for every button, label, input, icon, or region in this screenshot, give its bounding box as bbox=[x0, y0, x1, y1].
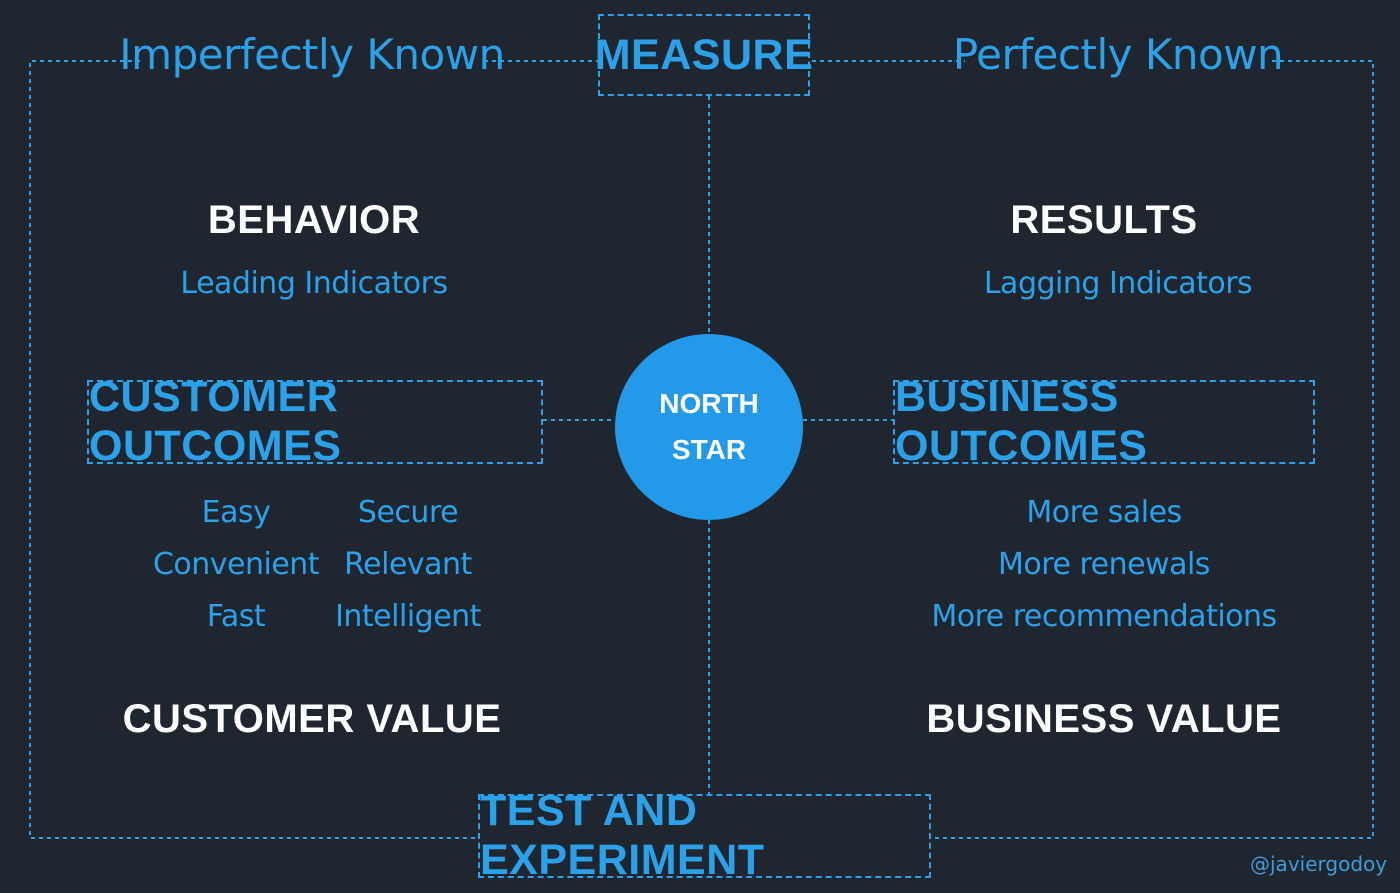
item-intelligent: Intelligent bbox=[335, 599, 481, 634]
right-frame-line bbox=[931, 60, 1374, 839]
measure-label: MEASURE bbox=[594, 30, 814, 79]
imperfectly-known-label: Imperfectly Known bbox=[119, 30, 505, 79]
test-and-experiment-label: TEST AND EXPERIMENT bbox=[480, 787, 765, 884]
behavior-title: BEHAVIOR bbox=[207, 198, 421, 242]
north-star-line1: NORTH bbox=[659, 388, 759, 419]
business-outcomes-label: BUSINESS OUTCOMES bbox=[895, 373, 1148, 470]
item-easy: Easy bbox=[201, 495, 271, 530]
test-and-experiment-box: TEST AND EXPERIMENT bbox=[478, 787, 931, 884]
item-more-renewals: More renewals bbox=[998, 547, 1210, 582]
measure-box: MEASURE bbox=[595, 14, 813, 96]
north-star-circle: NORTH STAR bbox=[615, 334, 803, 520]
left-frame-line bbox=[29, 60, 478, 839]
customer-value-title: CUSTOMER VALUE bbox=[122, 697, 502, 741]
customer-outcomes-box: CUSTOMER OUTCOMES bbox=[87, 373, 543, 470]
item-more-sales: More sales bbox=[1026, 495, 1182, 530]
perfectly-known-label: Perfectly Known bbox=[952, 30, 1284, 79]
results-title: RESULTS bbox=[1010, 198, 1198, 242]
item-convenient: Convenient bbox=[152, 547, 320, 582]
customer-outcomes-label: CUSTOMER OUTCOMES bbox=[89, 373, 342, 470]
north-star-line2: STAR bbox=[671, 434, 747, 465]
business-value-title: BUSINESS VALUE bbox=[926, 697, 1282, 741]
item-relevant: Relevant bbox=[344, 547, 472, 582]
business-outcomes-box: BUSINESS OUTCOMES bbox=[893, 373, 1315, 470]
lagging-indicators-label: Lagging Indicators bbox=[983, 266, 1253, 301]
leading-indicators-label: Leading Indicators bbox=[180, 266, 448, 301]
item-secure: Secure bbox=[357, 495, 459, 530]
item-more-recommendations: More recommendations bbox=[931, 599, 1277, 634]
item-fast: Fast bbox=[206, 599, 266, 634]
author-credit: @javiergodoy bbox=[1250, 852, 1388, 876]
